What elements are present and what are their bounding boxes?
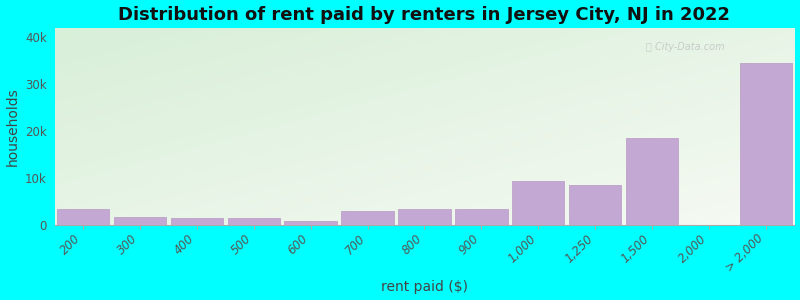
- Title: Distribution of rent paid by renters in Jersey City, NJ in 2022: Distribution of rent paid by renters in …: [118, 6, 730, 24]
- Bar: [455, 209, 507, 225]
- Bar: [398, 209, 450, 225]
- Text: Ⓜ City-Data.com: Ⓜ City-Data.com: [646, 42, 725, 52]
- X-axis label: rent paid ($): rent paid ($): [381, 280, 468, 294]
- Bar: [512, 181, 565, 225]
- Bar: [227, 218, 280, 225]
- Bar: [569, 185, 622, 225]
- Bar: [57, 209, 109, 225]
- Bar: [114, 217, 166, 225]
- Bar: [342, 211, 394, 225]
- Bar: [170, 218, 223, 225]
- Bar: [740, 63, 792, 225]
- Bar: [626, 138, 678, 225]
- Y-axis label: households: households: [6, 87, 19, 166]
- Bar: [285, 221, 337, 225]
